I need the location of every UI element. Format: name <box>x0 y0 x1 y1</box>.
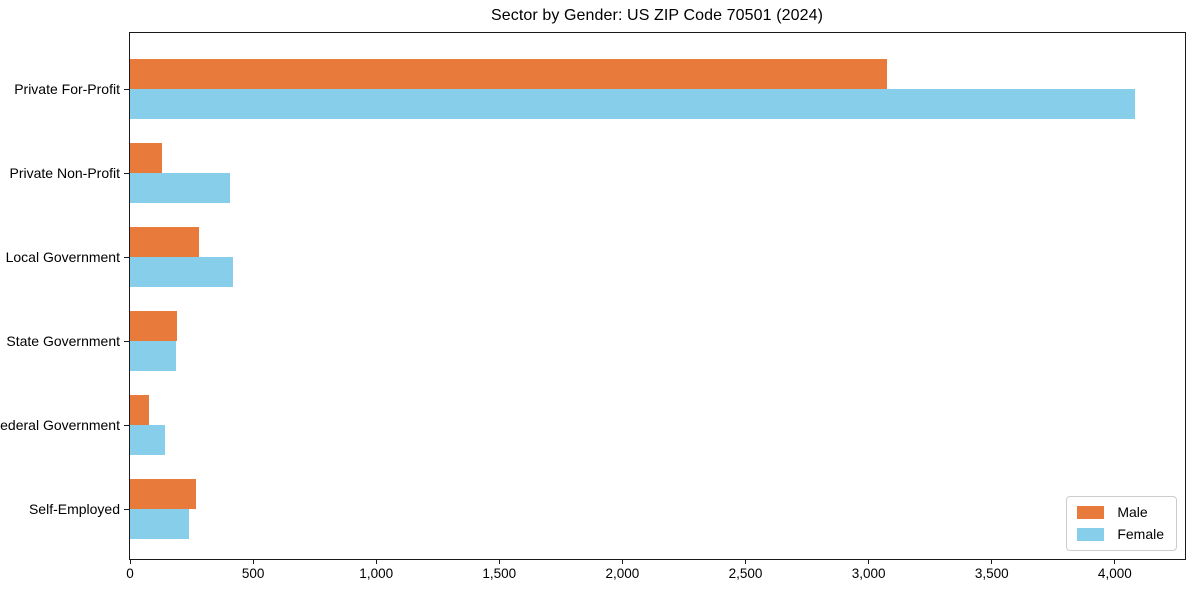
legend-swatch-male <box>1077 506 1105 519</box>
y-tick-label: Self-Employed <box>28 501 120 517</box>
x-tick-label: 4,000 <box>1097 566 1132 581</box>
y-tick-label: Private For-Profit <box>14 81 120 97</box>
bar-male-federal-government <box>130 395 150 425</box>
x-tick-label: 0 <box>126 566 134 581</box>
legend-entry-male: Male <box>1077 505 1164 520</box>
bar-female-private-non-profit <box>130 173 230 203</box>
legend-entry-female: Female <box>1077 527 1164 542</box>
y-tick-mark <box>124 172 130 174</box>
bar-male-private-non-profit <box>130 143 162 173</box>
y-tick-mark <box>124 256 130 258</box>
x-tick-mark <box>252 559 254 564</box>
x-tick-label: 2,500 <box>728 566 763 581</box>
x-tick-label: 2,000 <box>605 566 640 581</box>
bar-female-federal-government <box>130 425 165 455</box>
x-tick-mark <box>375 559 377 564</box>
x-tick-mark <box>991 559 993 564</box>
y-tick-label: Private Non-Profit <box>9 165 120 181</box>
y-tick-label: Local Government <box>5 249 120 265</box>
x-tick-mark <box>129 559 131 564</box>
x-tick-mark <box>868 559 870 564</box>
x-tick-label: 3,500 <box>974 566 1009 581</box>
y-tick-mark <box>124 340 130 342</box>
bar-female-local-government <box>130 257 233 287</box>
legend-swatch-female <box>1077 528 1105 541</box>
bar-male-self-employed <box>130 479 196 509</box>
x-tick-label: 500 <box>241 566 265 581</box>
bar-male-private-for-profit <box>130 59 888 89</box>
x-tick-mark <box>621 559 623 564</box>
y-tick-mark <box>124 88 130 90</box>
bar-male-state-government <box>130 311 177 341</box>
y-tick-label: Federal Government <box>0 417 120 433</box>
bar-female-state-government <box>130 341 177 371</box>
bar-female-self-employed <box>130 509 190 539</box>
y-tick-mark <box>124 424 130 426</box>
x-tick-mark <box>1114 559 1116 564</box>
chart-title: Sector by Gender: US ZIP Code 70501 (202… <box>490 7 824 24</box>
legend-label: Male <box>1117 504 1148 520</box>
bar-male-local-government <box>130 227 199 257</box>
x-tick-mark <box>745 559 747 564</box>
legend-label: Female <box>1117 526 1164 542</box>
y-tick-label: State Government <box>6 333 120 349</box>
plot-area: 0 500 1,000 1,500 2,000 2,500 3,000 3,500 4,000 P… <box>0 32 1186 581</box>
y-tick-mark <box>124 508 130 510</box>
x-tick-mark <box>498 559 500 564</box>
x-tick-label: 1,500 <box>482 566 517 581</box>
legend: Male Female <box>1066 496 1177 551</box>
bar-female-private-for-profit <box>130 89 1135 119</box>
x-tick-label: 1,000 <box>359 566 394 581</box>
x-tick-label: 3,000 <box>851 566 886 581</box>
